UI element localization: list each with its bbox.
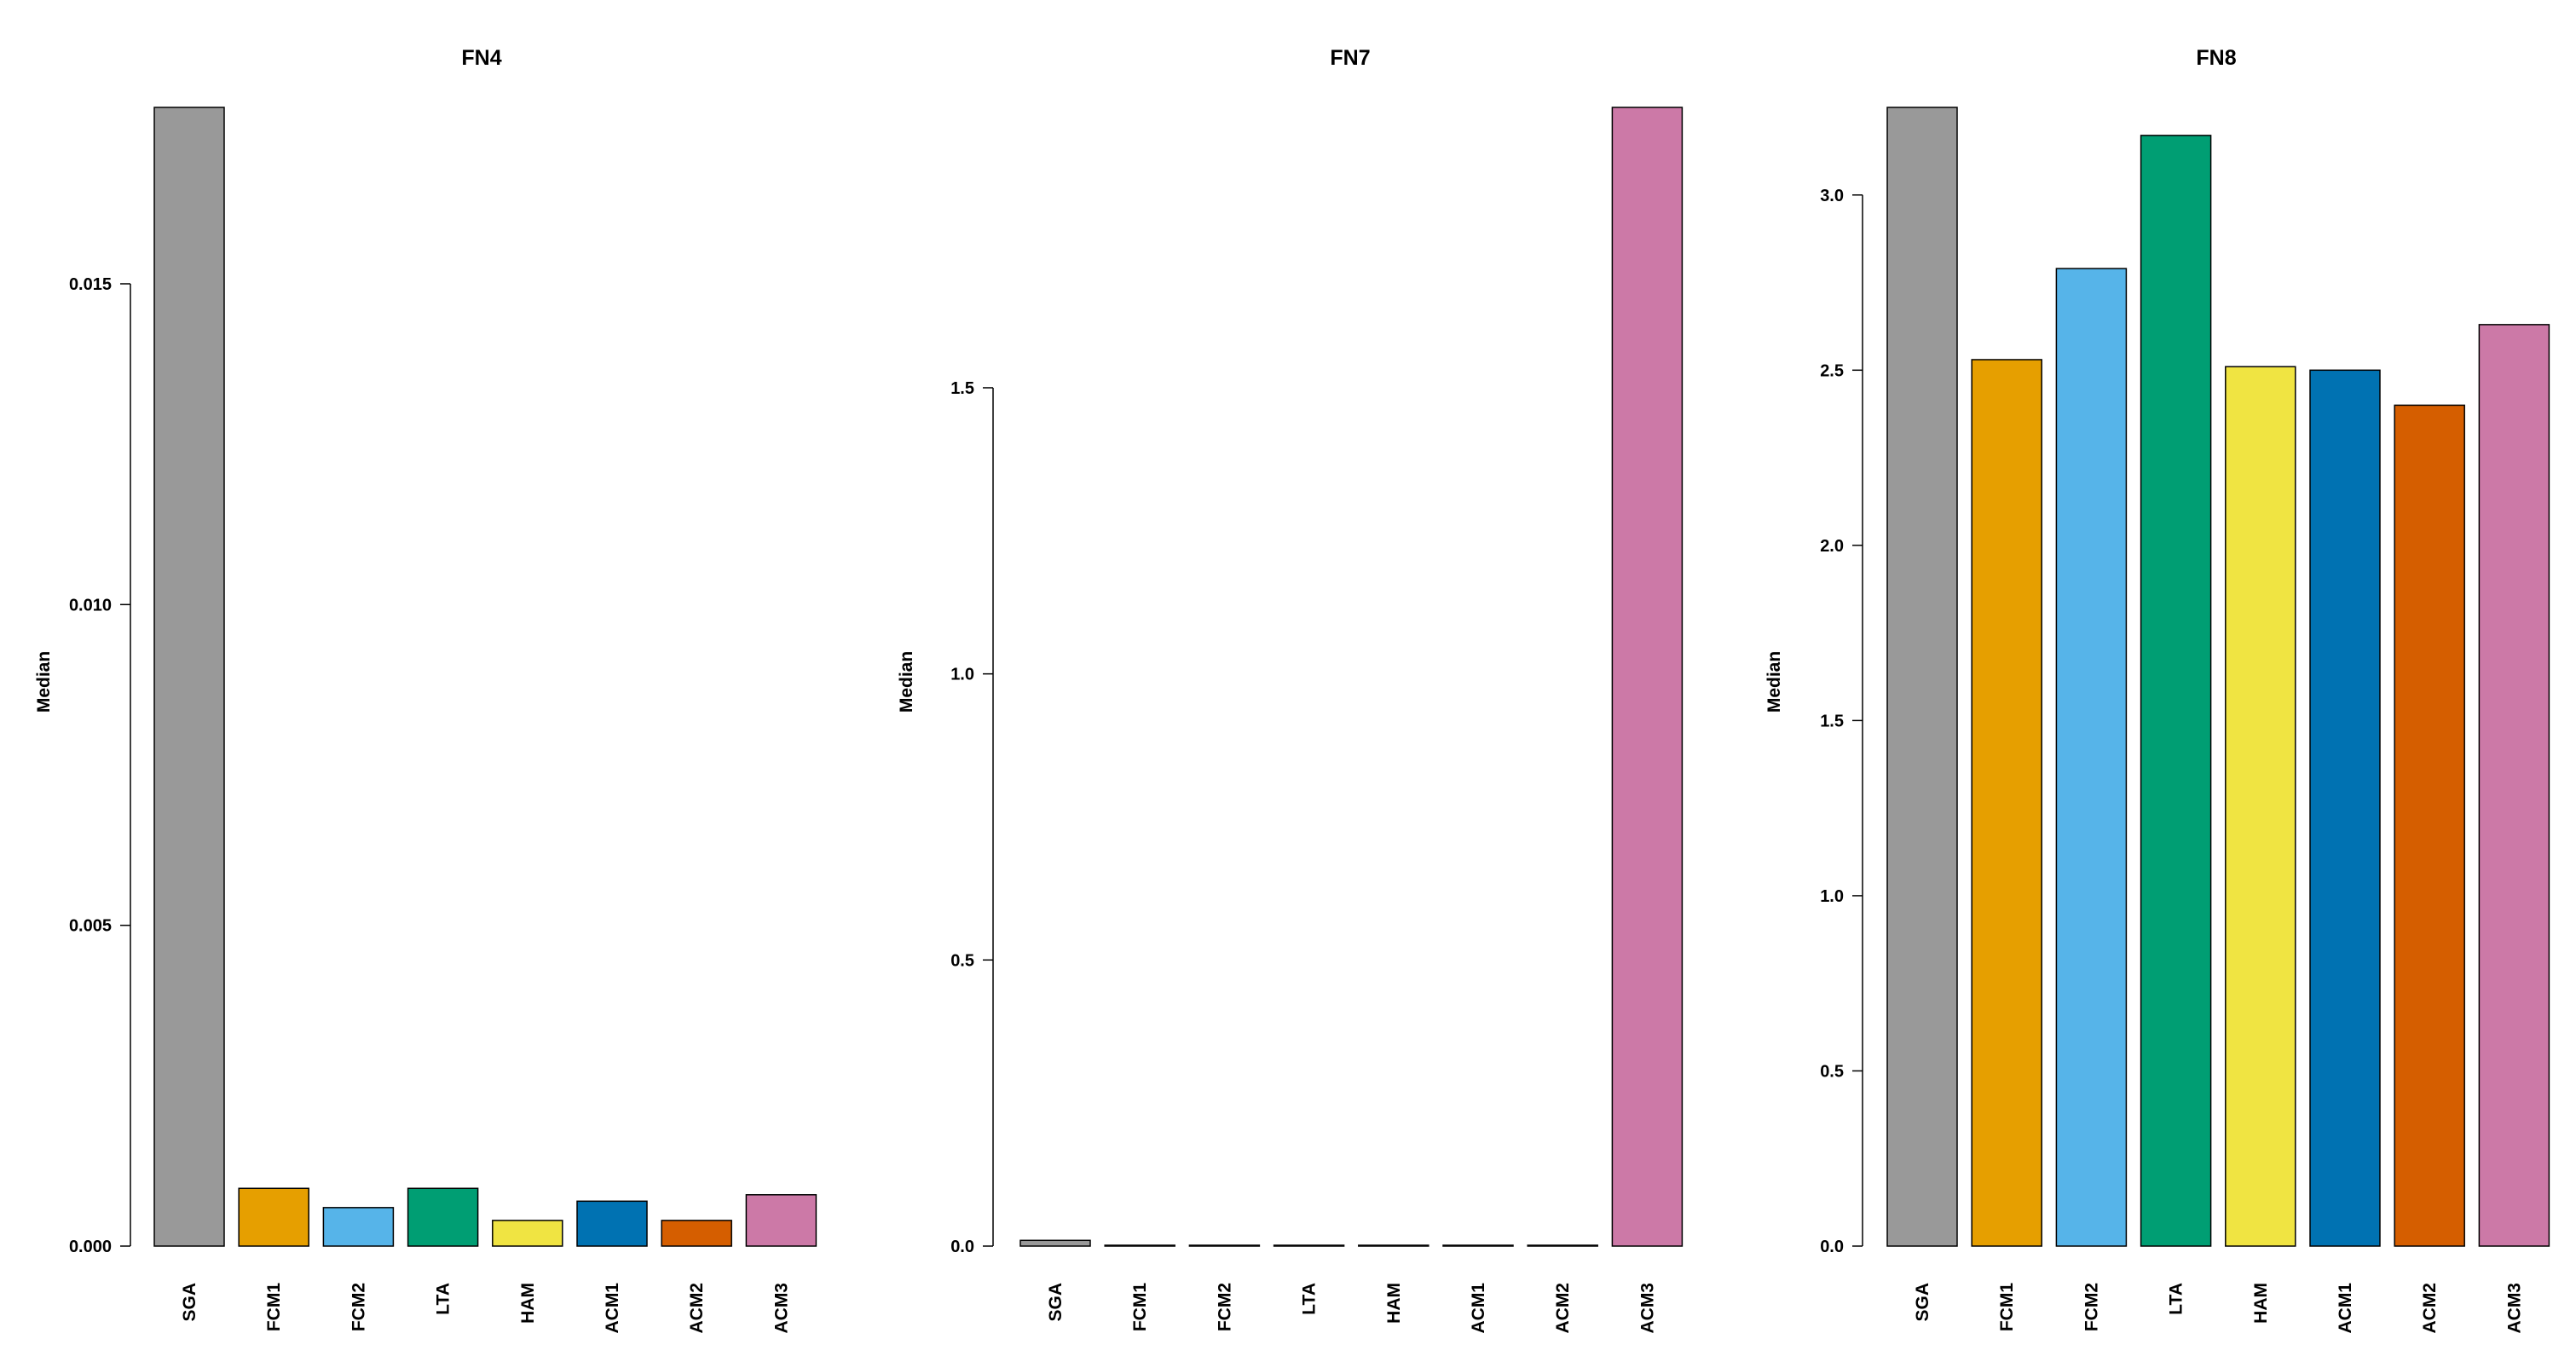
y-tick-label: 1.0 [950, 666, 974, 684]
y-axis-label: Median [897, 651, 916, 713]
y-tick-label: 0.000 [69, 1238, 112, 1256]
bar-acm1 [1442, 1244, 1514, 1247]
chart-title: FN8 [2196, 46, 2236, 70]
bar-lta [1273, 1244, 1345, 1247]
y-axis-label: Median [34, 651, 54, 713]
bar-fcm1 [1971, 359, 2042, 1247]
y-axis: 0.000 0.005 0.010 0.015 [69, 275, 131, 1256]
bar-series [153, 107, 817, 1247]
x-tick-label: ACM3 [1637, 1283, 1657, 1334]
x-tick-label: ACM2 [687, 1283, 707, 1334]
y-axis: 0.0 0.5 1.0 1.5 2.0 2.5 3.0 [1820, 187, 1863, 1256]
x-tick-label: HAM [1384, 1283, 1404, 1324]
bar-acm2 [1527, 1244, 1598, 1247]
bar-fcm2 [2055, 268, 2128, 1247]
x-tick-label: SGA [180, 1283, 199, 1322]
bar-series [1019, 107, 1684, 1247]
bar-ham [1358, 1244, 1430, 1247]
chart-title: FN4 [461, 46, 501, 70]
y-tick-label: 1.5 [1820, 712, 1844, 730]
bar-fcm1 [238, 1187, 309, 1247]
bar-ham [492, 1220, 563, 1247]
bar-acm1 [2309, 369, 2381, 1247]
bar-fcm2 [322, 1207, 395, 1247]
y-tick-label: 0.0 [950, 1238, 974, 1256]
x-tick-label: ACM1 [603, 1283, 622, 1334]
bar-sga [1886, 107, 1958, 1247]
x-tick-label: ACM3 [2504, 1283, 2524, 1334]
y-tick-label: 1.5 [950, 379, 974, 398]
x-tick-label: FCM2 [1215, 1283, 1234, 1331]
y-tick-label: 0.005 [69, 917, 112, 936]
bar-lta [407, 1187, 479, 1247]
y-axis: 0.0 0.5 1.0 1.5 [950, 379, 994, 1256]
bar-lta [2140, 135, 2212, 1247]
bar-acm1 [576, 1200, 648, 1247]
y-tick-label: 0.010 [69, 596, 112, 615]
bar-acm2 [2394, 404, 2465, 1247]
bar-sga [153, 107, 225, 1247]
x-tick-label: ACM2 [1553, 1283, 1573, 1334]
bar-acm2 [661, 1220, 732, 1247]
x-tick-label: ACM2 [2420, 1283, 2440, 1334]
x-tick-label: ACM3 [771, 1283, 791, 1334]
y-tick-label: 3.0 [1820, 187, 1844, 205]
x-tick-label: FCM1 [1130, 1283, 1150, 1331]
y-tick-label: 0.015 [69, 275, 112, 294]
y-tick-label: 0.5 [950, 951, 974, 970]
x-tick-label: LTA [2167, 1283, 2186, 1315]
bar-fcm1 [1104, 1244, 1175, 1247]
y-tick-label: 0.0 [1820, 1238, 1844, 1256]
x-tick-label: HAM [2251, 1283, 2271, 1324]
x-tick-label: SGA [1046, 1283, 1066, 1322]
bar-series [1886, 107, 2550, 1247]
chart-title: FN7 [1330, 46, 1370, 70]
x-tick-label: FCM1 [1997, 1283, 2017, 1331]
x-tick-label: HAM [518, 1283, 538, 1324]
x-tick-labels: SGA FCM1 FCM2 LTA HAM ACM1 ACM2 ACM3 [180, 1283, 791, 1334]
x-tick-label: FCM2 [349, 1283, 368, 1331]
x-tick-label: SGA [1913, 1283, 1932, 1322]
chart-panel-fn4: FN4 Median 0.000 0.005 0.010 0.015 SGA FCM1 F… [34, 46, 817, 1334]
bar-acm3 [1611, 107, 1684, 1247]
x-tick-label: ACM1 [2336, 1283, 2355, 1334]
x-tick-labels: SGA FCM1 FCM2 LTA HAM ACM1 ACM2 ACM3 [1046, 1283, 1657, 1334]
x-tick-label: ACM1 [1469, 1283, 1488, 1334]
bar-sga [1019, 1239, 1091, 1247]
y-tick-label: 0.5 [1820, 1062, 1844, 1081]
x-tick-label: FCM1 [264, 1283, 284, 1331]
chart-panel-fn7: FN7 Median 0.0 0.5 1.0 1.5 SGA FCM1 FCM2 LTA HA… [897, 46, 1684, 1334]
bar-ham [2225, 366, 2296, 1247]
x-tick-labels: SGA FCM1 FCM2 LTA HAM ACM1 ACM2 ACM3 [1913, 1283, 2524, 1334]
x-tick-label: LTA [1300, 1283, 1320, 1315]
bar-acm3 [745, 1194, 817, 1247]
bar-acm3 [2478, 324, 2550, 1247]
bar-fcm2 [1188, 1244, 1261, 1247]
x-tick-label: LTA [434, 1283, 453, 1315]
y-axis-label: Median [1765, 651, 1784, 713]
y-tick-label: 2.5 [1820, 361, 1844, 380]
chart-panel-fn8: FN8 Median 0.0 0.5 1.0 1.5 2.0 2.5 3.0 SGA FCM1… [1765, 46, 2550, 1334]
y-tick-label: 1.0 [1820, 887, 1844, 906]
y-tick-label: 2.0 [1820, 537, 1844, 556]
x-tick-label: FCM2 [2082, 1283, 2101, 1331]
